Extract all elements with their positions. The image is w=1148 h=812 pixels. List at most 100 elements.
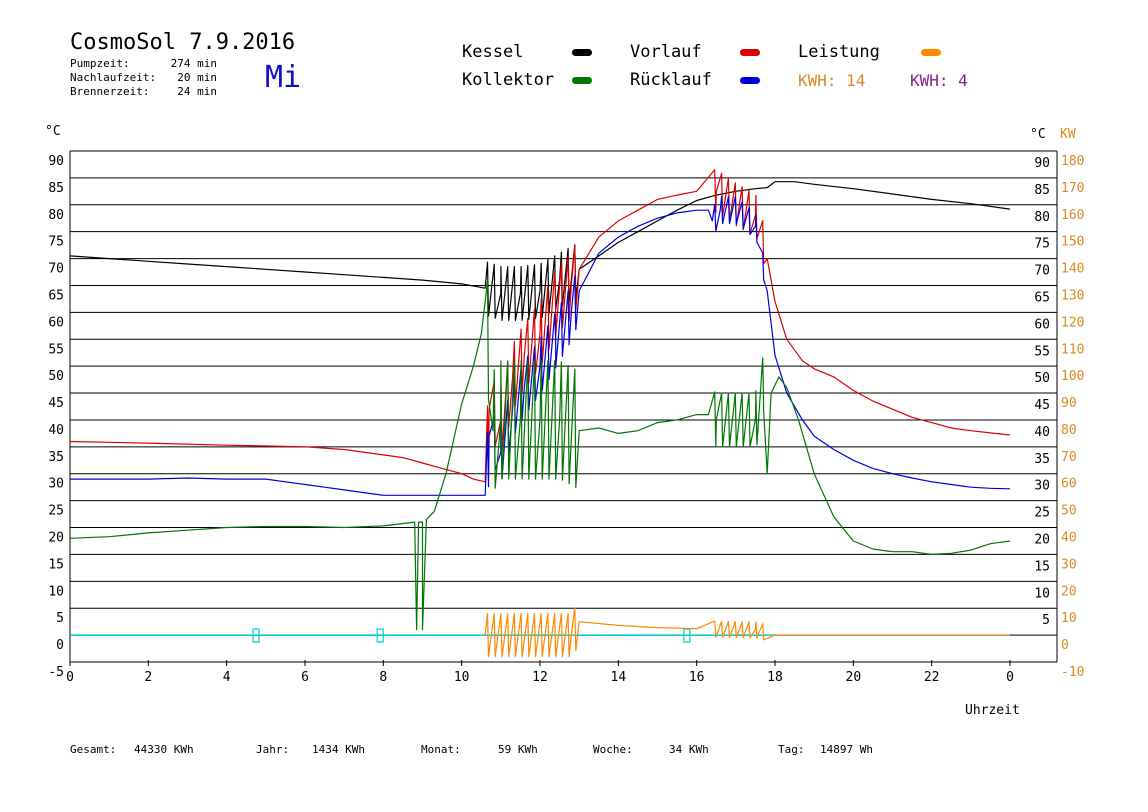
footer-woche-label: Woche:: [593, 743, 633, 756]
y-tick-label-right: 65: [1034, 290, 1050, 305]
footer-gesamt-value: 44330 KWh: [134, 743, 194, 756]
y-tick-label-power: 80: [1061, 423, 1077, 438]
x-tick-label: 18: [767, 670, 783, 685]
footer-jahr-value: 1434 KWh: [312, 743, 365, 756]
y-tick-label-power: 150: [1061, 235, 1084, 250]
footer-woche-value: 34 KWh: [669, 743, 709, 756]
footer-tag-value: 14897 Wh: [820, 743, 873, 756]
legend-label-ruecklauf: Rücklauf: [630, 70, 712, 90]
y-tick-label-left: 45: [48, 396, 64, 411]
y-tick-label-left: -5: [48, 665, 64, 680]
baseline-marker: [252, 628, 260, 643]
legend-swatch-vorlauf: [740, 49, 760, 56]
y-tick-label-left: 10: [48, 584, 64, 599]
y-tick-label-power: -10: [1061, 665, 1084, 680]
x-tick-label: 4: [223, 670, 231, 685]
y-axis-unit-left: °C: [45, 124, 61, 139]
footer-jahr-label: Jahr:: [256, 743, 290, 756]
baseline-marker: [376, 628, 384, 643]
info-pumpzeit-label: Pumpzeit:: [70, 57, 130, 70]
y-tick-label-right: 5: [1042, 613, 1050, 628]
weekday-label: Mi: [265, 60, 302, 95]
y-tick-label-left: 80: [48, 208, 64, 223]
x-tick-label: 12: [532, 670, 548, 685]
x-tick-label: 22: [924, 670, 940, 685]
y-tick-label-power: 70: [1061, 450, 1077, 465]
x-tick-label: 0: [66, 670, 74, 685]
y-tick-label-power: 180: [1061, 154, 1084, 169]
y-tick-label-left: 15: [48, 557, 64, 572]
chart-title: CosmoSol 7.9.2016: [70, 30, 296, 55]
y-tick-label-left: 35: [48, 450, 64, 465]
y-tick-label-left: 5: [56, 611, 64, 626]
x-tick-label: 16: [689, 670, 705, 685]
y-tick-label-left: 60: [48, 315, 64, 330]
y-tick-label-power: 170: [1061, 181, 1084, 196]
series-line-kollektor: [69, 280, 1011, 631]
y-tick-label-power: 90: [1061, 396, 1077, 411]
legend-swatch-kollektor: [572, 77, 592, 84]
y-tick-label-power: 20: [1061, 584, 1077, 599]
footer-tag-label: Tag:: [778, 743, 805, 756]
footer-monat-label: Monat:: [421, 743, 461, 756]
y-tick-label-left: 30: [48, 477, 64, 492]
footer-monat-value: 59 KWh: [498, 743, 538, 756]
y-tick-label-right: 30: [1034, 479, 1050, 494]
y-tick-label-left: 25: [48, 504, 64, 519]
y-tick-label-right: 60: [1034, 317, 1050, 332]
series-line-vorlauf: [69, 169, 1011, 483]
y-tick-label-right: 75: [1034, 237, 1050, 252]
y-tick-label-power: 110: [1061, 342, 1084, 357]
y-tick-label-power: 140: [1061, 262, 1084, 277]
y-tick-label-left: 55: [48, 342, 64, 357]
y-tick-label-right: 40: [1034, 425, 1050, 440]
y-tick-label-right: 85: [1034, 183, 1050, 198]
y-tick-label-power: 50: [1061, 504, 1077, 519]
y-tick-label-right: 45: [1034, 398, 1050, 413]
footer-gesamt-label: Gesamt:: [70, 743, 117, 756]
info-nachlaufzeit-value: 20 min: [177, 71, 217, 84]
y-tick-label-right: 10: [1034, 586, 1050, 601]
y-axis-unit-power: KW: [1060, 127, 1076, 142]
y-tick-label-right: 20: [1034, 533, 1050, 548]
y-tick-label-left: 50: [48, 369, 64, 384]
legend-label-kollektor: Kollektor: [462, 70, 555, 90]
kwh-second-value: KWH: 4: [910, 71, 968, 90]
legend-label-leistung: Leistung: [798, 42, 880, 62]
x-tick-label: 10: [454, 670, 470, 685]
y-tick-label-power: 40: [1061, 531, 1077, 546]
legend-swatch-kessel: [572, 49, 592, 56]
y-tick-label-power: 100: [1061, 369, 1084, 384]
legend-label-kessel: Kessel: [462, 42, 524, 62]
y-axis-unit-right: °C: [1030, 127, 1046, 142]
x-tick-label: 20: [846, 670, 862, 685]
legend-swatch-leistung: [921, 49, 941, 56]
legend-label-vorlauf: Vorlauf: [630, 42, 702, 62]
y-tick-label-power: 160: [1061, 208, 1084, 223]
y-tick-label-right: 90: [1034, 156, 1050, 171]
y-tick-label-left: 85: [48, 181, 64, 196]
y-tick-label-right: 80: [1034, 210, 1050, 225]
y-tick-label-power: 0: [1061, 638, 1069, 653]
x-tick-label: 14: [611, 670, 627, 685]
series-line-kessel: [69, 181, 1011, 321]
baseline-marker: [683, 628, 691, 643]
y-tick-label-right: 55: [1034, 344, 1050, 359]
legend-swatch-ruecklauf: [740, 77, 760, 84]
y-tick-label-power: 130: [1061, 288, 1084, 303]
info-brennerzeit-value: 24 min: [177, 85, 217, 98]
y-tick-label-left: 75: [48, 235, 64, 250]
y-tick-label-left: 70: [48, 262, 64, 277]
x-axis-label: Uhrzeit: [965, 703, 1020, 718]
x-tick-label: 8: [379, 670, 387, 685]
y-tick-label-left: 40: [48, 423, 64, 438]
info-nachlaufzeit-label: Nachlaufzeit:: [70, 71, 157, 84]
y-tick-label-left: 20: [48, 531, 64, 546]
kwh-leistung-value: KWH: 14: [798, 71, 866, 90]
y-tick-label-right: 50: [1034, 371, 1050, 386]
y-tick-label-right: 35: [1034, 452, 1050, 467]
y-tick-label-power: 120: [1061, 315, 1084, 330]
y-tick-label-right: 70: [1034, 264, 1050, 279]
y-tick-label-left: 90: [48, 154, 64, 169]
